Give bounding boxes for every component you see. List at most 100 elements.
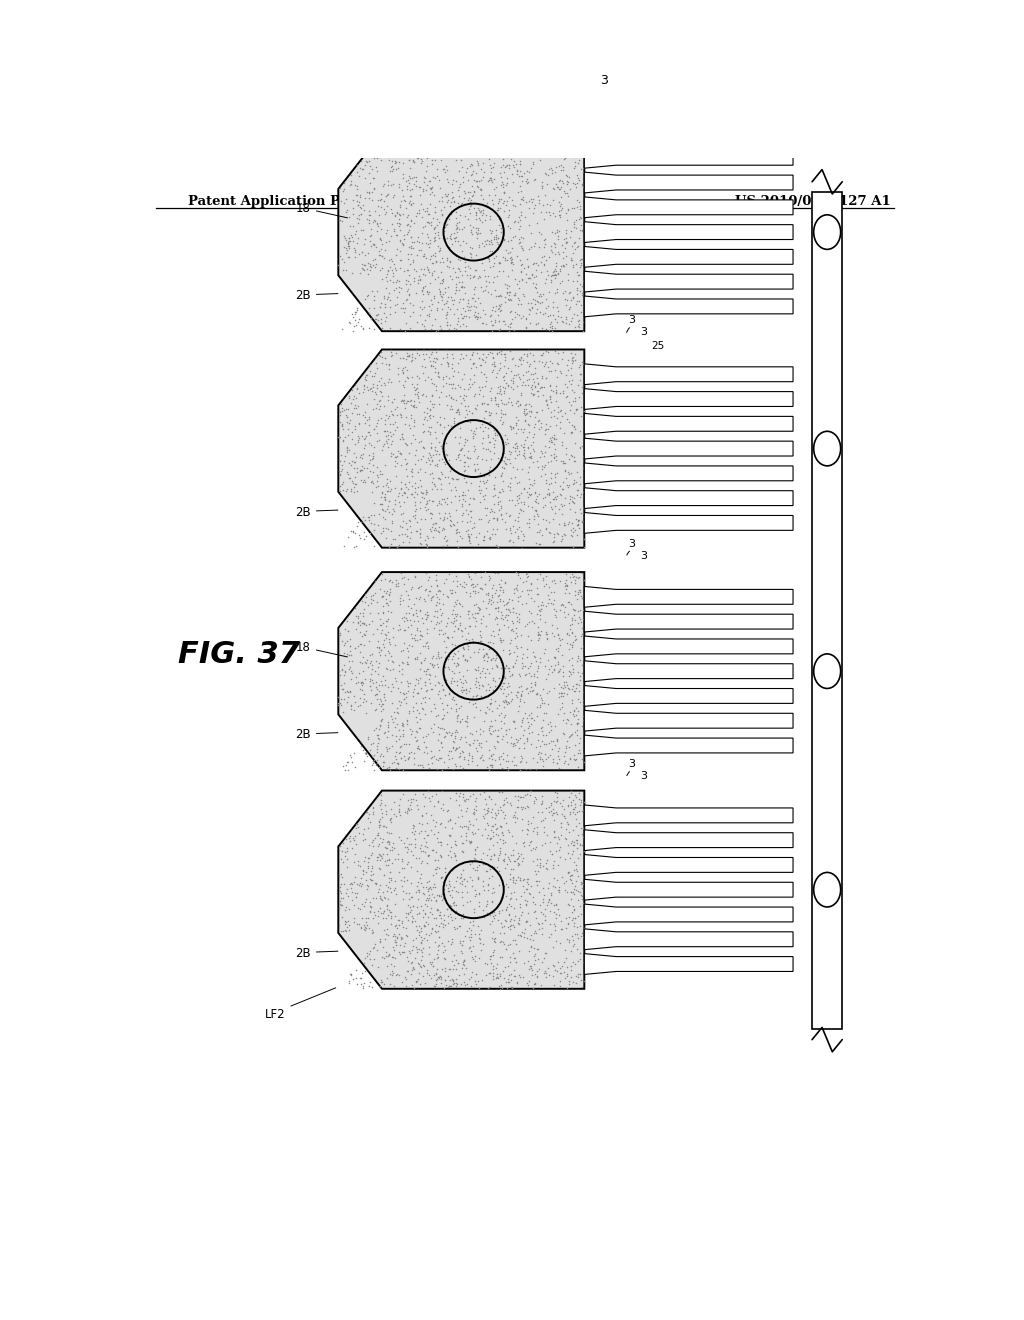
Point bbox=[493, 162, 509, 183]
Point bbox=[348, 191, 365, 213]
Point bbox=[345, 611, 361, 632]
Point bbox=[431, 688, 447, 709]
Point bbox=[466, 284, 482, 305]
Point bbox=[470, 197, 486, 218]
Point bbox=[344, 429, 360, 450]
Point bbox=[395, 389, 412, 411]
Point bbox=[343, 471, 359, 492]
Point bbox=[360, 630, 377, 651]
Point bbox=[571, 517, 588, 539]
Point bbox=[426, 887, 442, 908]
Point bbox=[508, 755, 524, 776]
Point bbox=[546, 444, 562, 465]
Point bbox=[416, 259, 432, 280]
Point bbox=[397, 966, 414, 987]
Point bbox=[480, 814, 497, 836]
Point bbox=[443, 689, 460, 710]
Point bbox=[517, 664, 534, 685]
Point bbox=[553, 306, 569, 327]
Point bbox=[520, 813, 537, 834]
Point bbox=[412, 305, 428, 326]
Point bbox=[517, 393, 534, 414]
Point bbox=[480, 418, 497, 440]
Point bbox=[540, 342, 556, 363]
Point bbox=[523, 652, 540, 673]
Point bbox=[423, 214, 439, 235]
Point bbox=[444, 970, 461, 991]
Point bbox=[338, 404, 354, 425]
Point bbox=[358, 801, 375, 822]
Point bbox=[422, 665, 438, 686]
Point bbox=[397, 474, 414, 495]
Point bbox=[364, 664, 380, 685]
Point bbox=[389, 849, 406, 870]
Point bbox=[381, 585, 397, 606]
Point bbox=[370, 725, 386, 746]
Point bbox=[496, 874, 512, 895]
Point bbox=[357, 829, 374, 850]
Point bbox=[520, 356, 537, 378]
Point bbox=[428, 570, 444, 591]
Point bbox=[347, 446, 364, 467]
Point bbox=[476, 667, 493, 688]
Point bbox=[571, 665, 588, 686]
Point bbox=[370, 906, 386, 927]
Point bbox=[384, 503, 400, 524]
Point bbox=[465, 911, 481, 932]
Point bbox=[567, 804, 584, 825]
Point bbox=[530, 958, 547, 979]
Point bbox=[403, 615, 420, 636]
Point bbox=[481, 272, 498, 293]
Point bbox=[449, 705, 465, 726]
Point bbox=[356, 583, 373, 605]
Point bbox=[367, 211, 383, 232]
Point bbox=[557, 524, 573, 545]
Point bbox=[560, 795, 577, 816]
Point bbox=[461, 630, 477, 651]
Point bbox=[425, 657, 441, 678]
Point bbox=[492, 748, 508, 770]
Point bbox=[406, 139, 422, 160]
Point bbox=[439, 612, 456, 634]
Point bbox=[474, 579, 490, 601]
Point bbox=[476, 574, 493, 595]
Point bbox=[349, 154, 366, 176]
Point bbox=[500, 657, 516, 678]
Point bbox=[434, 186, 451, 207]
Point bbox=[387, 870, 403, 891]
Point bbox=[461, 527, 477, 548]
Point bbox=[408, 946, 424, 968]
Point bbox=[540, 265, 556, 286]
Point bbox=[484, 715, 501, 737]
Point bbox=[372, 614, 388, 635]
Point bbox=[551, 904, 567, 925]
Point bbox=[413, 517, 429, 539]
Point bbox=[421, 400, 437, 421]
Point bbox=[571, 896, 588, 917]
Point bbox=[341, 915, 357, 936]
Point bbox=[567, 156, 584, 177]
Point bbox=[403, 483, 420, 504]
Point bbox=[372, 875, 388, 896]
Point bbox=[459, 797, 475, 818]
Point bbox=[407, 624, 423, 645]
Point bbox=[392, 585, 409, 606]
Point bbox=[478, 643, 495, 664]
Point bbox=[502, 869, 518, 890]
Point bbox=[339, 461, 355, 482]
Point bbox=[380, 854, 396, 875]
Point bbox=[484, 822, 501, 843]
Point bbox=[497, 805, 513, 826]
Point bbox=[458, 830, 474, 851]
Point bbox=[435, 271, 452, 292]
Point bbox=[373, 367, 389, 388]
Point bbox=[462, 181, 478, 202]
Point bbox=[398, 180, 415, 201]
Point bbox=[549, 486, 565, 507]
Point bbox=[534, 785, 550, 807]
Point bbox=[458, 520, 474, 541]
Point bbox=[483, 828, 500, 849]
Point bbox=[489, 657, 506, 678]
Point bbox=[368, 305, 384, 326]
Point bbox=[400, 950, 417, 972]
